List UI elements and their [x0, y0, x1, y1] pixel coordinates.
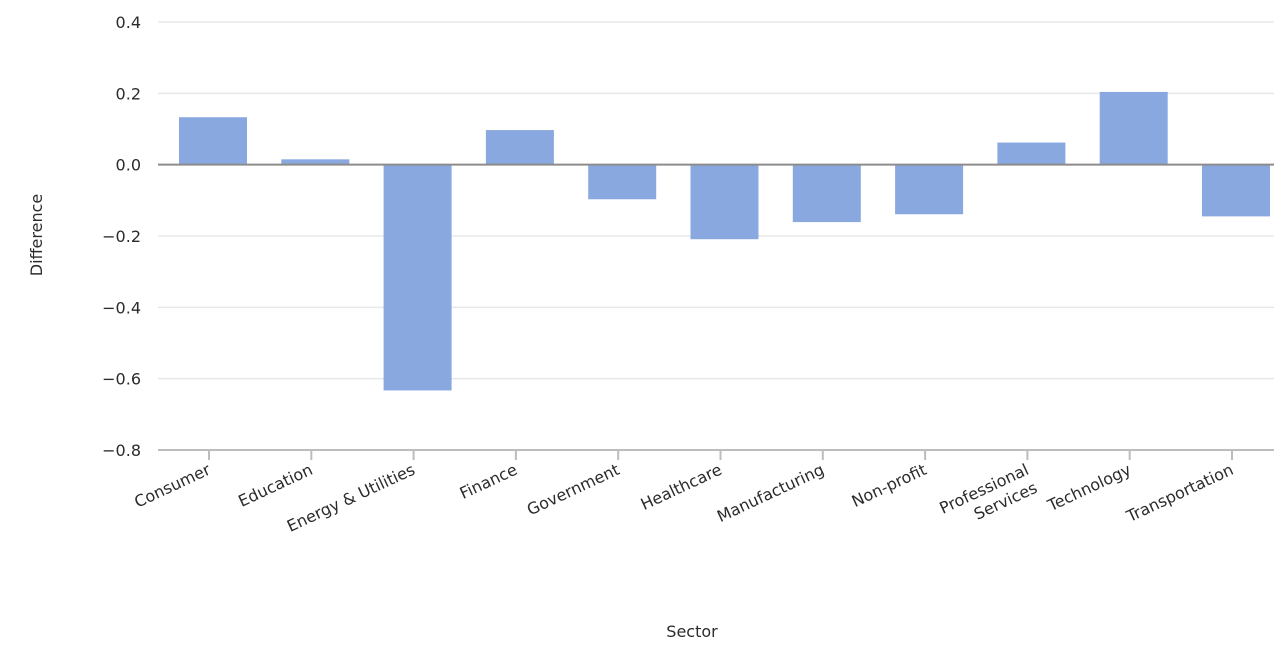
y-tick-label: −0.6	[102, 370, 141, 389]
y-tick-label: 0.0	[116, 156, 141, 175]
y-tick-label: −0.2	[102, 227, 141, 246]
x-tick-label: Education	[235, 460, 315, 511]
bar-finance	[485, 130, 554, 165]
axes	[158, 163, 1274, 460]
y-tick-label: −0.4	[102, 298, 141, 317]
x-tick-label-line: Technology	[1044, 460, 1134, 516]
bar-government	[588, 164, 657, 200]
x-tick-label-line: Transportation	[1123, 460, 1237, 526]
bars	[179, 91, 1270, 391]
bar-consumer	[179, 117, 247, 165]
y-tick-label: −0.8	[102, 441, 141, 460]
x-tick-label-line: Non-profit	[849, 460, 930, 511]
bar-manufacturing	[792, 164, 861, 223]
x-axis-title: Sector	[666, 622, 718, 641]
x-tick-label-line: Manufacturing	[714, 460, 827, 526]
y-tick-label: 0.2	[116, 84, 141, 103]
x-tick-label: Finance	[457, 460, 521, 503]
bar-transportation	[1202, 164, 1270, 217]
labels: −0.8 −0.6 −0.4 −0.2 0.0 0.2 0.4 Consumer Educati…	[102, 13, 1236, 536]
x-tick-label-line: Consumer	[131, 460, 213, 512]
x-tick-label: Consumer	[131, 460, 213, 512]
x-tick-label: Technology	[1044, 460, 1134, 516]
x-tick-label-line: Healthcare	[638, 460, 725, 514]
bar-education	[281, 159, 350, 165]
x-tick-label-line: Finance	[457, 460, 521, 503]
bar-professional-services	[997, 142, 1066, 165]
y-tick-label: 0.4	[116, 13, 141, 32]
x-tick-label: Transportation	[1123, 460, 1237, 526]
x-tick-label: Non-profit	[849, 460, 930, 511]
x-tick-label-line: Education	[235, 460, 315, 511]
x-tick-label-line: Government	[524, 460, 622, 519]
x-tick-label: Healthcare	[638, 460, 725, 514]
bar-technology	[1099, 91, 1168, 165]
x-tick-label: Manufacturing	[714, 460, 827, 526]
y-axis-title: Difference	[27, 194, 46, 276]
bar-energy-utilities	[383, 164, 452, 391]
x-tick-label: Government	[524, 460, 622, 519]
bar-healthcare	[690, 164, 759, 240]
bar-non-profit	[895, 164, 964, 215]
